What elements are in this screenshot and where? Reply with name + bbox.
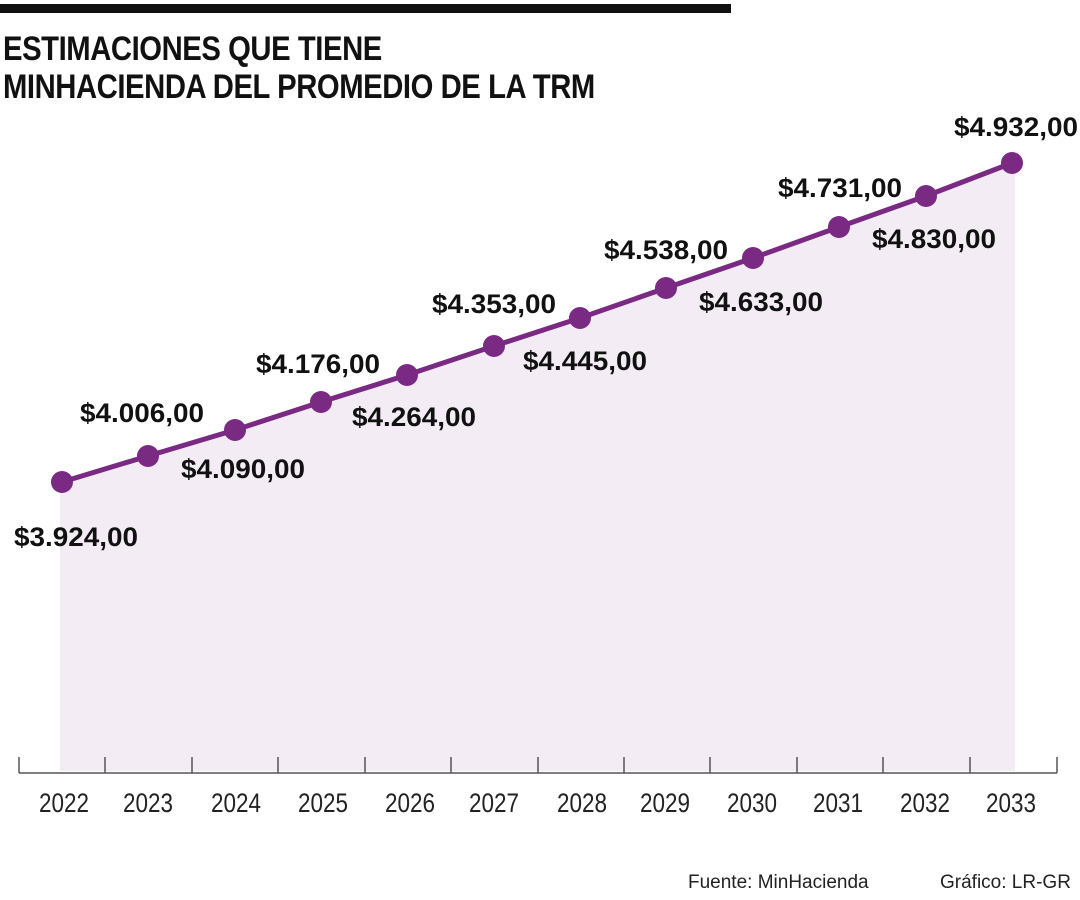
- marker-2032[interactable]: [915, 185, 937, 207]
- credit-note: Gráfico: LR-GR: [940, 872, 1071, 893]
- x-axis: [18, 757, 1058, 774]
- data-markers: [51, 152, 1023, 493]
- tick-2026: 2026: [385, 788, 435, 818]
- title-line-2: MINHACIENDA DEL PROMEDIO DE LA TRM: [3, 68, 595, 106]
- label-2026: $4.264,00: [352, 402, 476, 432]
- marker-2031[interactable]: [828, 216, 850, 238]
- title-line-1: ESTIMACIONES QUE TIENE: [3, 30, 382, 68]
- label-2029: $4.538,00: [604, 235, 728, 265]
- chart-title: ESTIMACIONES QUE TIENE MINHACIENDA DEL P…: [3, 30, 595, 106]
- tick-2031: 2031: [813, 788, 863, 818]
- data-line: [61, 160, 1013, 485]
- marker-2029[interactable]: [655, 277, 677, 299]
- tick-2025: 2025: [298, 788, 348, 818]
- tick-2027: 2027: [469, 788, 519, 818]
- tick-2023: 2023: [123, 788, 173, 818]
- marker-2030[interactable]: [742, 247, 764, 269]
- marker-2023[interactable]: [137, 445, 159, 467]
- marker-2025[interactable]: [310, 391, 332, 413]
- label-2030: $4.633,00: [699, 287, 823, 317]
- source-note: Fuente: MinHacienda: [688, 872, 869, 893]
- label-2024: $4.090,00: [181, 454, 305, 484]
- marker-2033[interactable]: [1001, 152, 1023, 174]
- area-fill: [60, 163, 1015, 771]
- tick-2033: 2033: [986, 788, 1036, 818]
- marker-2026[interactable]: [396, 364, 418, 386]
- tick-2028: 2028: [557, 788, 607, 818]
- marker-2028[interactable]: [569, 307, 591, 329]
- marker-2022[interactable]: [51, 471, 73, 493]
- top-rule: [0, 4, 731, 13]
- marker-2027[interactable]: [483, 335, 505, 357]
- tick-2029: 2029: [640, 788, 690, 818]
- tick-2024: 2024: [211, 788, 261, 818]
- label-2032: $4.830,00: [872, 224, 996, 254]
- data-labels: $3.924,00 $4.006,00 $4.090,00 $4.176,00 …: [14, 112, 1078, 552]
- label-2025: $4.176,00: [256, 349, 380, 379]
- label-2031: $4.731,00: [778, 173, 902, 203]
- label-2028: $4.445,00: [523, 346, 647, 376]
- tick-2030: 2030: [727, 788, 777, 818]
- tick-2032: 2032: [900, 788, 950, 818]
- marker-2024[interactable]: [224, 419, 246, 441]
- label-2027: $4.353,00: [432, 289, 556, 319]
- tick-2022: 2022: [39, 788, 89, 818]
- x-tick-labels: 2022 2023 2024 2025 2026 2027 2028 2029 …: [39, 788, 1036, 818]
- label-2033: $4.932,00: [954, 112, 1078, 142]
- label-2022: $3.924,00: [14, 522, 138, 552]
- label-2023: $4.006,00: [80, 398, 204, 428]
